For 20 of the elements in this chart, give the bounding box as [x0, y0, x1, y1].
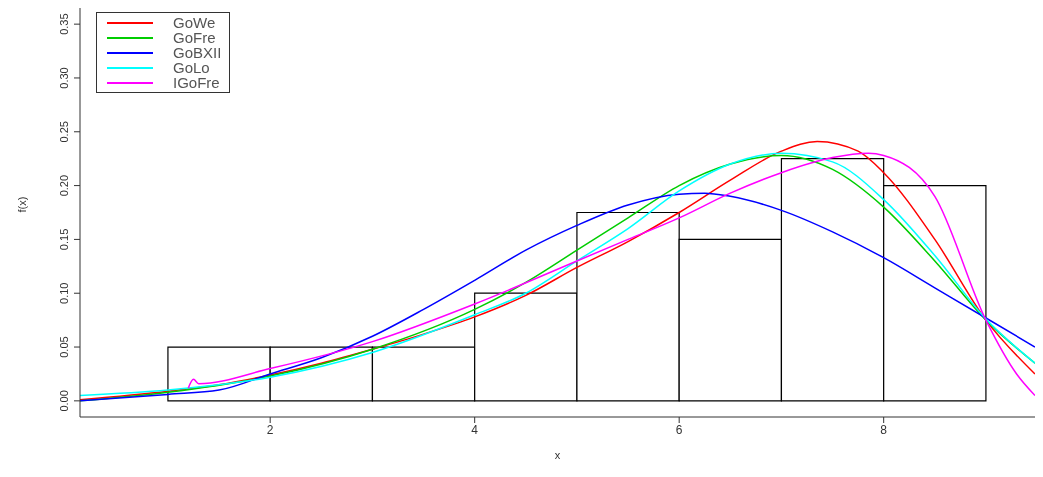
y-tick-label: 0.00 — [58, 390, 70, 412]
y-tick-label: 0.15 — [58, 228, 70, 251]
y-tick-label: 0.25 — [58, 121, 70, 143]
x-tick-label: 2 — [266, 422, 274, 437]
legend-label: GoBXII — [173, 44, 222, 61]
y-tick-label: 0.10 — [58, 282, 70, 304]
x-tick-label: 8 — [880, 422, 888, 437]
y-tick-label: 0.05 — [58, 336, 70, 358]
y-tick-label: 0.30 — [58, 67, 70, 89]
y-axis-title: f(x) — [15, 196, 28, 213]
x-tick-label: 6 — [675, 422, 683, 437]
y-tick-label: 0.20 — [58, 174, 70, 197]
x-axis-title: x — [554, 449, 561, 461]
line-series — [80, 192, 1035, 402]
legend-label: GoFre — [173, 29, 216, 46]
x-tick-label: 4 — [471, 422, 479, 437]
legend-label: GoWe — [173, 14, 216, 31]
legend-label: GoLo — [173, 59, 210, 76]
legend-label: IGoFre — [173, 74, 220, 91]
y-tick-label: 0.35 — [58, 13, 70, 35]
